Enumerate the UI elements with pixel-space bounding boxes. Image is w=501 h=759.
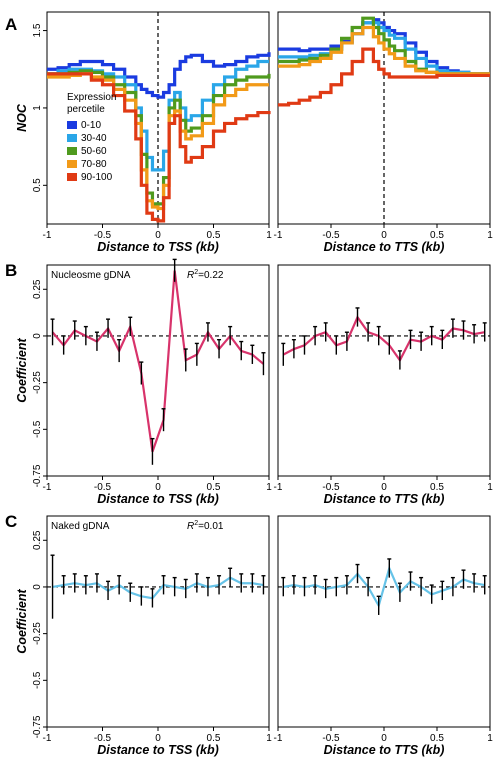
y-tick-label: 0.5: [32, 178, 43, 192]
x-tick-label: -1: [274, 482, 283, 493]
y-tick-label: -0.5: [32, 420, 43, 438]
legend-swatch: [67, 160, 77, 168]
x-tick-label: 1: [266, 230, 272, 241]
legend-entry: 0-10: [81, 120, 101, 131]
coefficient-line: [52, 576, 264, 600]
r-squared-label: R2=0.22: [187, 269, 224, 281]
chart-c-right: -1 -0.5 0 0.5 1 Distance to TTS (kb): [274, 515, 493, 757]
legend-swatch: [67, 134, 77, 142]
chart-b-left: -1 -0.5 0 0.5 1 Distance to TSS (kb) 0.25 0 -0.2…: [15, 258, 272, 506]
x-axis-title: Distance to TSS (kb): [97, 492, 219, 506]
y-tick-label: 1.5: [32, 23, 43, 37]
x-axis-title: Distance to TTS (kb): [324, 240, 445, 254]
x-tick-label: -1: [43, 733, 52, 744]
x-tick-label: 0.5: [430, 733, 444, 744]
legend-entry: 30-40: [81, 133, 107, 144]
legend-entry: 90-100: [81, 172, 113, 183]
x-tick-label: -0.5: [322, 230, 340, 241]
x-tick-label: 1: [487, 230, 493, 241]
x-tick-label: -0.5: [94, 230, 112, 241]
x-tick-label: -0.5: [322, 482, 340, 493]
x-tick-label: 0: [381, 733, 387, 744]
x-tick-label: 1: [487, 733, 493, 744]
x-axis-title: Distance to TTS (kb): [324, 492, 445, 506]
x-tick-label: -0.5: [94, 482, 112, 493]
x-tick-label: 0: [381, 482, 387, 493]
y-axis-title: Coefficient: [15, 337, 29, 402]
y-tick-label: 0.25: [32, 279, 43, 299]
coefficient-line: [283, 565, 485, 609]
legend-title: Expression: [67, 92, 116, 103]
x-tick-label: -1: [43, 230, 52, 241]
y-tick-label: -0.75: [32, 715, 43, 738]
y-tick-label: 0: [32, 584, 43, 590]
x-tick-label: 0.5: [207, 733, 221, 744]
panel-annotation: Nucleosme gDNA: [51, 270, 131, 281]
series-line-0-10: [47, 52, 271, 99]
x-tick-label: 1: [487, 482, 493, 493]
x-axis-title: Distance to TSS (kb): [97, 743, 219, 757]
y-axis-title: NOC: [15, 103, 29, 132]
legend-swatch: [67, 173, 77, 181]
plot-frame: [46, 264, 270, 477]
x-tick-label: 0: [155, 733, 161, 744]
y-tick-label: -0.25: [32, 622, 43, 645]
x-axis-title: Distance to TTS (kb): [324, 743, 445, 757]
legend-swatch: [67, 121, 77, 129]
series-line-90-100: [47, 72, 271, 223]
series-line-70-80: [47, 72, 269, 211]
panel-letter-b: B: [5, 261, 17, 280]
series-line-70-80: [278, 25, 490, 76]
series-line-90-100: [278, 47, 490, 107]
x-tick-label: -0.5: [322, 733, 340, 744]
y-tick-label: -0.75: [32, 464, 43, 487]
chart-a-right: -1 -0.5 0 0.5 1 Distance to TTS (kb): [274, 11, 493, 254]
y-axis-title: Coefficient: [15, 588, 29, 653]
x-tick-label: 1: [266, 482, 272, 493]
x-tick-label: 0: [155, 482, 161, 493]
y-tick-label: -0.5: [32, 671, 43, 689]
plot-frame: [277, 264, 491, 477]
panel-letter-c: C: [5, 512, 17, 531]
x-tick-label: 1: [266, 733, 272, 744]
y-tick-label: 0.25: [32, 530, 43, 550]
legend-subtitle: percetile: [67, 104, 105, 115]
x-tick-label: 0.5: [430, 230, 444, 241]
legend-entry: 50-60: [81, 146, 107, 157]
x-tick-label: 0.5: [430, 482, 444, 493]
r-squared-label: R2=0.01: [187, 520, 224, 532]
x-tick-label: -1: [274, 733, 283, 744]
coefficient-line: [51, 270, 265, 453]
x-tick-label: -1: [274, 230, 283, 241]
panel-annotation: Naked gDNA: [51, 521, 110, 532]
plot-frame: [277, 515, 491, 728]
x-tick-label: 0: [381, 230, 387, 241]
legend-entry: 70-80: [81, 159, 107, 170]
coefficient-line: [282, 315, 485, 363]
y-tick-label: 1: [32, 105, 43, 111]
x-axis-title: Distance to TSS (kb): [97, 240, 219, 254]
chart-b-right: -1 -0.5 0 0.5 1 Distance to TTS (kb): [274, 264, 493, 506]
x-tick-label: -1: [43, 482, 52, 493]
chart-c-left: -1 -0.5 0 0.5 1 Distance to TSS (kb) 0.25 0 -0.2…: [15, 515, 272, 757]
x-tick-label: -0.5: [94, 733, 112, 744]
y-tick-label: 0: [32, 333, 43, 339]
plot-frame: [46, 515, 270, 728]
x-tick-label: 0: [155, 230, 161, 241]
panel-letter-a: A: [5, 15, 17, 34]
legend-swatch: [67, 147, 77, 155]
y-tick-label: -0.25: [32, 371, 43, 394]
x-tick-label: 0.5: [207, 230, 221, 241]
x-tick-label: 0.5: [207, 482, 221, 493]
